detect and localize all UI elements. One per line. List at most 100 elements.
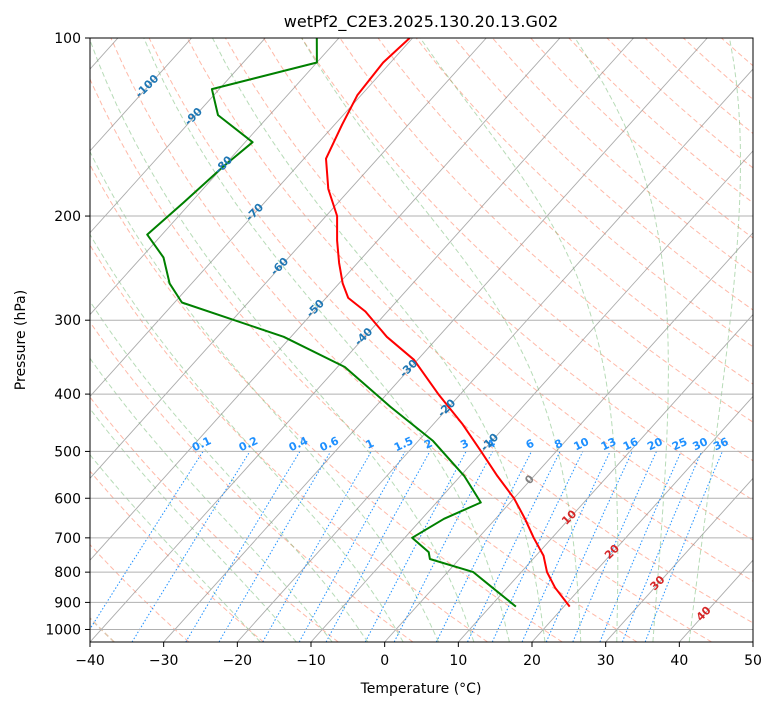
y-axis-label: Pressure (hPa) bbox=[13, 290, 29, 390]
y-tick-label: 800 bbox=[54, 565, 81, 581]
x-tick-label: −20 bbox=[223, 653, 253, 669]
dry-adiabat bbox=[90, 470, 264, 642]
mixing-ratio-line bbox=[185, 451, 301, 642]
isotherm-line bbox=[90, 38, 413, 398]
mixing-ratio-label: 20 bbox=[645, 435, 665, 453]
moist-adiabat bbox=[90, 38, 475, 642]
isotherm-line bbox=[90, 38, 192, 152]
dry-adiabat bbox=[453, 38, 753, 311]
mixing-ratio-label: 10 bbox=[572, 435, 592, 453]
line-labels: 0.1 0.2 0.4 0.6 1 1.5 2 3 4 6 8 10 13 16 20 25 30 36-100-… bbox=[133, 72, 731, 624]
mixing-ratio-line bbox=[467, 451, 561, 642]
mixing-ratio-label: 13 bbox=[599, 435, 618, 453]
x-tick-label: −30 bbox=[149, 653, 179, 669]
y-tick-label: 200 bbox=[54, 209, 81, 225]
y-axis-ticks: 100 200 300 400 500 600 700 800 900 1000 bbox=[45, 31, 90, 638]
dry-adiabat bbox=[492, 38, 753, 275]
isotherm-line bbox=[605, 477, 753, 642]
isotherm-line bbox=[310, 150, 753, 642]
moist-adiabat bbox=[90, 300, 369, 642]
dry-adiabat bbox=[90, 244, 488, 642]
y-tick-label: 1000 bbox=[45, 622, 81, 638]
moist-adiabat bbox=[143, 38, 510, 642]
mixing-ratio-line bbox=[364, 451, 467, 642]
isotherm-line bbox=[531, 395, 753, 642]
moist-adiabat bbox=[574, 38, 669, 642]
dry-adiabat bbox=[721, 38, 753, 67]
moist-adiabat bbox=[90, 233, 404, 642]
moist-adiabat bbox=[90, 150, 440, 642]
y-tick-label: 300 bbox=[54, 313, 81, 329]
isotherm-line bbox=[163, 38, 708, 642]
mixing-ratio-label: 2 bbox=[422, 437, 434, 452]
isotherm-line bbox=[90, 38, 634, 642]
y-tick-label: 700 bbox=[54, 531, 81, 547]
isotherm-line bbox=[236, 68, 753, 642]
y-tick-label: 100 bbox=[54, 31, 81, 47]
x-tick-label: 50 bbox=[744, 653, 762, 669]
x-axis-label: Temperature (°C) bbox=[360, 681, 482, 697]
mixing-ratio-line bbox=[325, 451, 431, 642]
x-tick-label: 0 bbox=[380, 653, 389, 669]
mixing-ratio-line bbox=[298, 451, 406, 642]
dry-adiabat bbox=[90, 396, 339, 642]
dry-adiabat bbox=[339, 38, 753, 423]
moist-adiabat bbox=[90, 357, 333, 642]
dry-adiabat bbox=[90, 321, 414, 642]
moist-adiabat bbox=[212, 38, 546, 642]
dry-adiabat bbox=[682, 38, 753, 101]
moist-adiabat bbox=[301, 38, 582, 642]
x-tick-label: 40 bbox=[670, 653, 688, 669]
mixing-ratio-line bbox=[545, 451, 633, 642]
moist-adiabat bbox=[90, 453, 261, 642]
background-lines bbox=[90, 38, 775, 642]
dry-adiabat bbox=[415, 38, 753, 348]
dewpoint-line bbox=[146, 38, 517, 608]
mixing-ratio-line bbox=[393, 451, 494, 642]
mixing-ratio-line bbox=[572, 451, 657, 642]
x-tick-label: −40 bbox=[75, 653, 105, 669]
dry-adiabat bbox=[90, 163, 563, 642]
dry-adiabat bbox=[224, 38, 753, 541]
dry-adiabat bbox=[760, 38, 775, 642]
dry-adiabat bbox=[606, 38, 753, 169]
mixing-ratio-label: 30 bbox=[691, 435, 711, 453]
x-tick-label: −10 bbox=[296, 653, 326, 669]
plot-frame bbox=[89, 37, 754, 643]
dry-adiabat bbox=[90, 77, 638, 642]
y-tick-label: 500 bbox=[54, 444, 81, 460]
dry-adiabat bbox=[644, 38, 753, 135]
mixing-ratio-label: 16 bbox=[621, 435, 641, 453]
mixing-ratio-line bbox=[491, 451, 584, 642]
mixing-ratio-line bbox=[90, 451, 204, 630]
mixing-ratio-line bbox=[262, 451, 372, 642]
temperature-line bbox=[325, 38, 571, 608]
isotherm-line bbox=[678, 559, 753, 642]
isotherm-line bbox=[457, 313, 753, 642]
moist-adiabat bbox=[688, 38, 742, 642]
moist-adiabat bbox=[419, 38, 619, 642]
mixing-ratio-line bbox=[644, 451, 723, 642]
y-tick-label: 400 bbox=[54, 387, 81, 403]
dry-adiabat bbox=[263, 38, 753, 501]
sounding-series bbox=[146, 38, 571, 608]
dry-adiabat bbox=[530, 38, 753, 239]
x-tick-label: 30 bbox=[597, 653, 615, 669]
mixing-ratio-line bbox=[131, 451, 251, 642]
dry-adiabat bbox=[148, 38, 753, 624]
mixing-ratio-label: 6 bbox=[524, 437, 537, 452]
isotherm-line bbox=[752, 641, 753, 642]
x-axis-ticks: −40 −30 −20 −10 0 10 20 30 40 50 bbox=[75, 642, 762, 669]
dry-adiabat bbox=[110, 38, 712, 642]
mixing-ratio-label: 1 bbox=[364, 437, 376, 452]
mixing-ratio-line bbox=[621, 451, 703, 642]
mixing-ratio-label: 3 bbox=[458, 437, 470, 452]
x-tick-label: 20 bbox=[523, 653, 541, 669]
isotherm-line bbox=[90, 38, 487, 479]
mixing-ratio-label: 36 bbox=[711, 435, 731, 453]
y-tick-label: 900 bbox=[54, 595, 81, 611]
mixing-ratio-line bbox=[521, 451, 611, 642]
isotherm-line bbox=[384, 232, 753, 642]
dry-adiabat bbox=[301, 38, 753, 462]
